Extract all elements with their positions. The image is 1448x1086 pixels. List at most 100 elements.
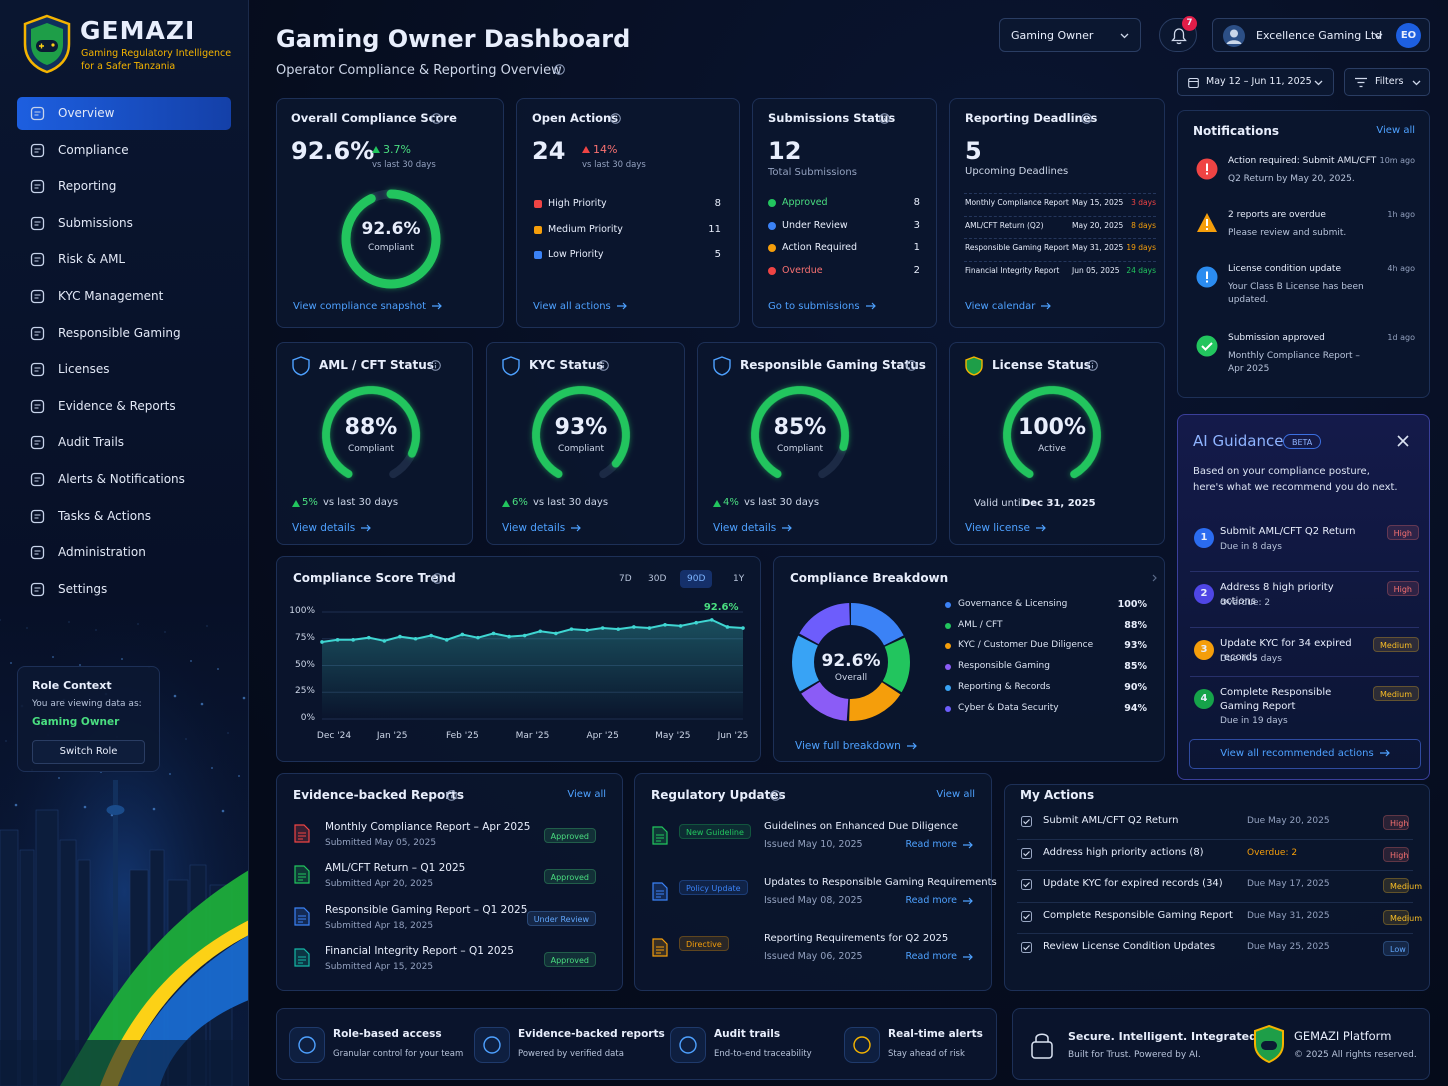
report-title: Responsible Gaming Report – Q1 2025 <box>325 903 528 916</box>
info-dot <box>1091 362 1094 364</box>
chevron <box>1120 33 1129 39</box>
badge: High <box>1383 846 1409 862</box>
check <box>1201 342 1213 351</box>
deadline-date: May 15, 2025 <box>1072 198 1124 207</box>
checkbox-tick <box>1023 945 1030 951</box>
status-icon <box>502 356 520 376</box>
status-icon <box>292 356 310 376</box>
deadline-name: Financial Integrity Report <box>965 266 1060 276</box>
nav-icon-shape <box>30 546 45 560</box>
link[interactable]: Go to submissions <box>768 301 876 313</box>
link[interactable]: View all actions <box>533 301 627 313</box>
status-card: AML / CFT Status 88% Compliant 5% vs last 30… <box>276 342 473 545</box>
link[interactable]: View details <box>713 522 793 535</box>
notifications-button[interactable]: 7 <box>1159 16 1197 52</box>
range-button[interactable]: 30D <box>648 574 667 584</box>
info-dot <box>774 792 777 794</box>
role-select[interactable]: Gaming Owner <box>999 18 1141 52</box>
status-card: Responsible Gaming Status 85% Compliant 4% v… <box>697 342 937 545</box>
close-button[interactable] <box>1397 435 1409 447</box>
link[interactable]: View compliance snapshot <box>293 301 442 313</box>
read-more[interactable]: Read more <box>906 895 974 906</box>
nav-icon-shape <box>30 253 45 267</box>
nav-item[interactable]: Evidence & Reports <box>17 390 231 423</box>
trend-point <box>476 635 480 640</box>
legend-dot <box>945 602 951 608</box>
arrow-icon <box>865 302 876 310</box>
star <box>5 740 7 742</box>
view-all: View all <box>936 789 975 800</box>
nav-item[interactable]: Tasks & Actions <box>17 500 231 533</box>
checkbox[interactable] <box>1021 816 1032 827</box>
info-dot <box>434 362 437 364</box>
nav-item[interactable]: Audit Trails <box>17 426 231 459</box>
platform-logo <box>1254 1024 1284 1064</box>
link[interactable]: View details <box>502 522 582 535</box>
nav-item[interactable]: KYC Management <box>17 280 231 313</box>
link[interactable]: View calendar <box>965 301 1052 313</box>
checkbox[interactable] <box>1021 847 1032 859</box>
nav-item[interactable]: Licenses <box>17 353 231 386</box>
step-number: 1 <box>1194 528 1214 548</box>
deadline-date: May 20, 2025 <box>1072 220 1124 230</box>
legend-label: Governance & Licensing <box>958 599 1068 609</box>
checkbox[interactable] <box>1021 942 1032 953</box>
link[interactable]: View details <box>292 522 372 535</box>
ai-guidance-card: AI Guidance BETA Based on your compliance … <box>1177 414 1430 780</box>
read-more[interactable]: Read more <box>906 951 974 962</box>
read-more[interactable]: Read more <box>906 839 974 850</box>
controller <box>36 40 58 52</box>
notification-time: 4h ago <box>1387 264 1415 273</box>
notification-text: Please review and submit. <box>1228 228 1347 238</box>
badge: Medium <box>1373 686 1419 701</box>
link[interactable]: View full breakdown <box>795 740 917 753</box>
link[interactable]: View license <box>965 522 1046 535</box>
donut-segment <box>792 603 910 721</box>
filters-button[interactable]: Filters <box>1344 68 1430 96</box>
checkbox[interactable] <box>1021 910 1032 922</box>
switch-role-button[interactable]: Switch Role <box>32 740 145 764</box>
range-button[interactable]: 7D <box>619 574 632 584</box>
badge: Medium <box>1373 637 1419 652</box>
legend-dot <box>534 225 542 234</box>
range-button[interactable]: 1Y <box>733 574 745 584</box>
arrow <box>1035 524 1046 532</box>
info-dot <box>602 362 605 364</box>
gauge-label: 100% <box>1018 415 1086 440</box>
range-button[interactable]: 90D <box>680 570 713 588</box>
info-icon <box>879 113 890 124</box>
user-menu[interactable]: Excellence Gaming Ltd EO <box>1212 18 1430 52</box>
arrow-icon <box>616 302 627 310</box>
nav-item[interactable]: Reporting <box>17 170 231 203</box>
action-due: Due May 25, 2025 <box>1247 942 1330 952</box>
info-ring <box>554 64 565 75</box>
ai-link-button[interactable]: View all recommended actions <box>1189 739 1421 769</box>
date-range[interactable]: May 12 – Jun 11, 2025 <box>1177 68 1334 96</box>
nav-item[interactable]: Risk & AML <box>17 243 231 276</box>
legend-value: 94% <box>1124 702 1147 714</box>
nav-item[interactable]: Compliance <box>17 134 231 167</box>
feature-glyph <box>853 1036 871 1054</box>
triangle <box>713 500 721 507</box>
nav-item[interactable]: Alerts & Notifications <box>17 463 231 496</box>
checkbox[interactable] <box>1021 879 1032 890</box>
nav-item[interactable]: Submissions <box>17 207 231 240</box>
item-count: 3 <box>913 219 920 231</box>
notification-icon <box>1196 158 1218 180</box>
info-ring <box>432 573 443 584</box>
nav-icon <box>30 143 45 157</box>
nav-item[interactable]: Administration <box>17 536 231 569</box>
glyph-stem <box>1206 271 1208 279</box>
nav-item[interactable]: Responsible Gaming <box>17 317 231 350</box>
nav-item[interactable]: Settings <box>17 573 231 606</box>
divider <box>1190 571 1419 572</box>
x-tick-label: Jan '25 <box>376 731 408 741</box>
nav-label: Overview <box>58 106 115 120</box>
gauge-label: 92.6% <box>361 219 421 239</box>
chevron-right <box>1152 574 1157 582</box>
legend-dot <box>945 643 951 650</box>
nav-item[interactable]: Overview <box>17 97 231 130</box>
triangle <box>582 146 590 153</box>
item-label: High Priority <box>548 198 607 209</box>
legend-dot <box>768 221 776 230</box>
